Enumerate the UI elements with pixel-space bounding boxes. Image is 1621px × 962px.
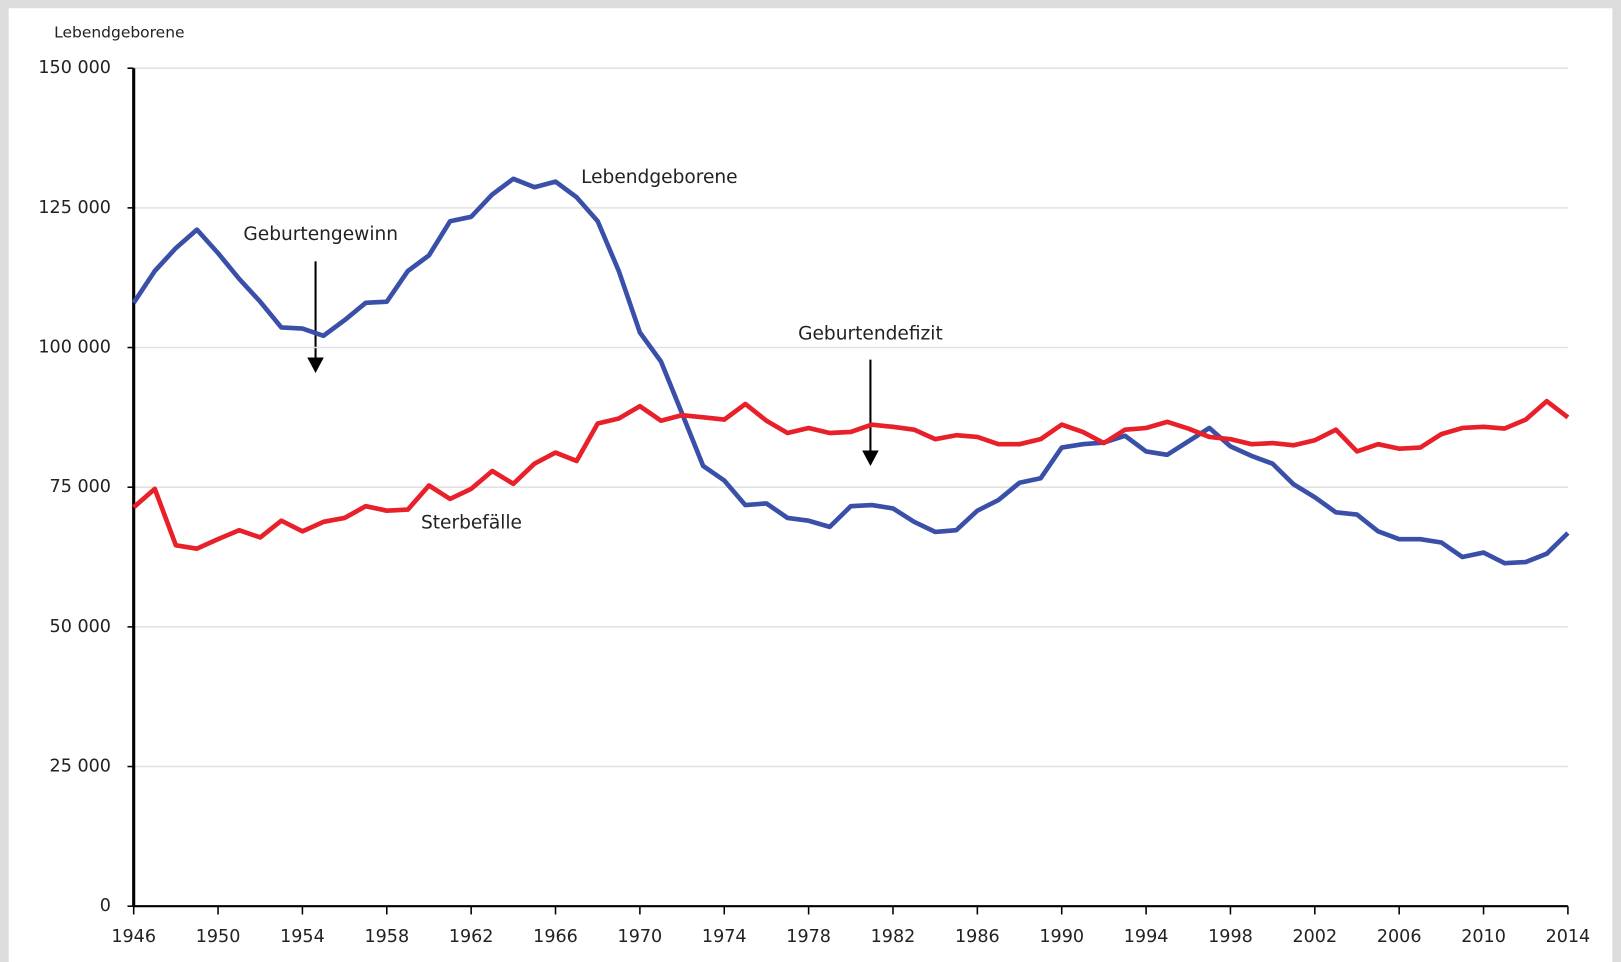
y-tick-label: 150 000 [38,58,111,78]
x-tick-label: 2010 [1461,927,1506,947]
x-tick-label: 1998 [1208,927,1253,947]
x-tick-label: 1950 [196,927,241,947]
x-tick-label: 1994 [1124,927,1169,947]
series-line [132,398,1570,551]
series-line [131,176,1570,566]
x-tick-label: 1990 [1039,927,1084,947]
annotation: Geburtengewinn [243,224,398,245]
x-tick-label: 1978 [786,927,831,947]
panel [8,8,1613,962]
x-tick-label: 1954 [280,927,325,947]
x-tick-label: 2014 [1546,927,1591,947]
x-tick-label: 2006 [1377,927,1422,947]
x-tick-label: 1986 [955,927,1000,947]
series-label: Lebendgeborene [581,167,737,188]
x-tick-label: 1974 [702,927,747,947]
x-tick-label: 1966 [533,927,578,947]
x-tick-label: 1962 [449,927,494,947]
arrow-head [862,450,879,467]
annotation: Geburtendefizit [798,323,943,344]
y-tick-label: 75 000 [50,477,111,497]
x-tick-label: 1970 [618,927,663,947]
y-tick-label: 0 [100,896,111,916]
y-tick-label: 125 000 [38,198,111,218]
y-tick-label: 50 000 [50,617,111,637]
x-tick-label: 1946 [111,927,156,947]
y-tick-label: 100 000 [38,338,111,358]
arrow-head [307,357,324,374]
x-tick-label: 1958 [364,927,409,947]
x-tick-label: 1982 [871,927,916,947]
y-axis-label: Lebendgeborene [54,24,184,42]
series-label: Sterbefälle [421,512,522,533]
y-tick-label: 25 000 [50,757,111,777]
x-tick-label: 2002 [1292,927,1337,947]
